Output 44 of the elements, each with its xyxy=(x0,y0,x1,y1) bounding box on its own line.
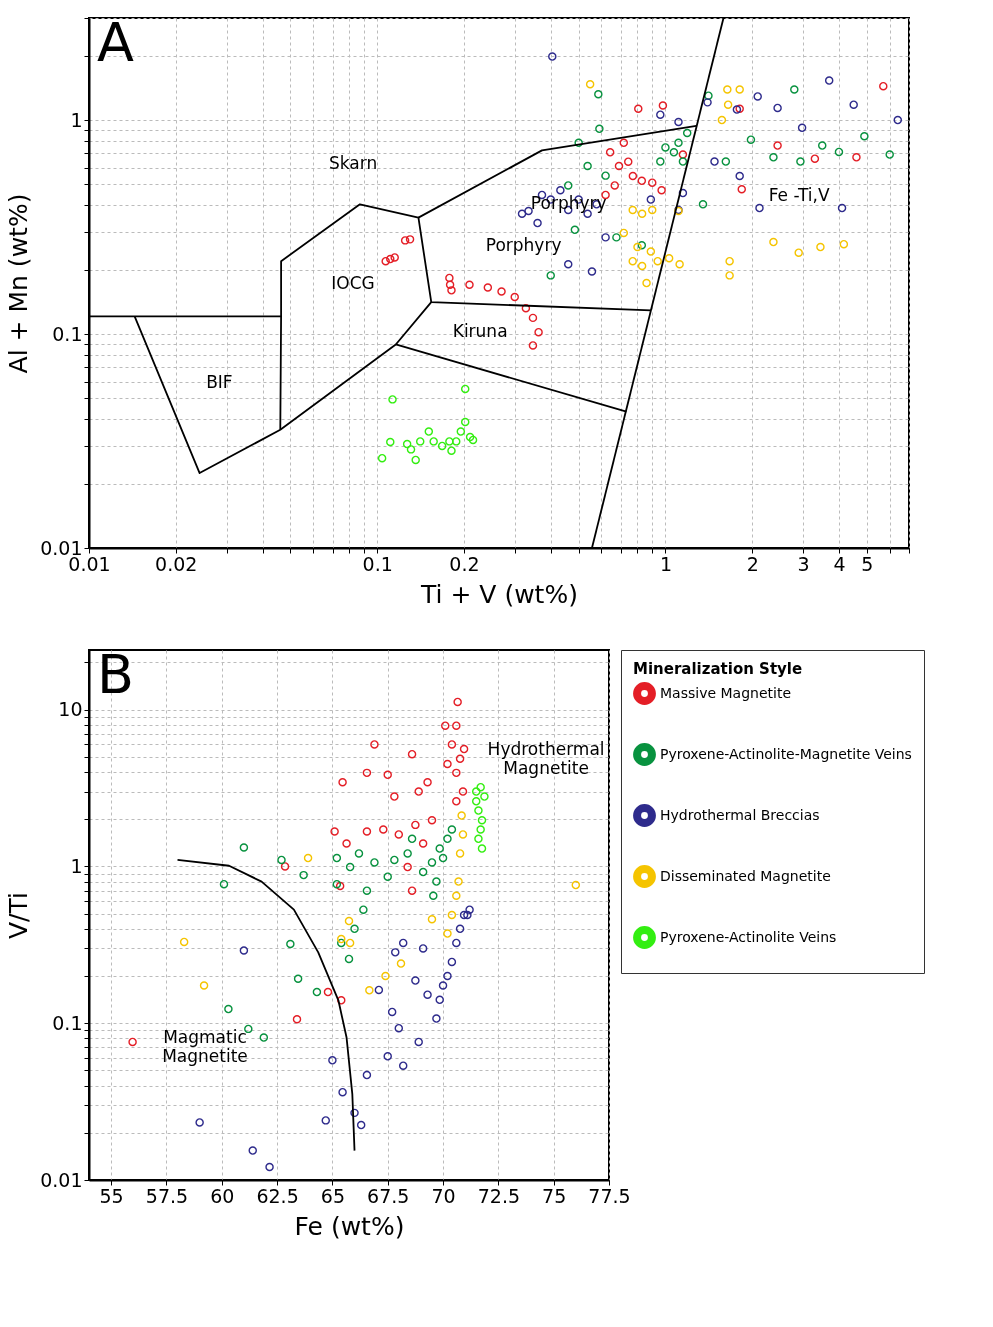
x-tick-label: 62.5 xyxy=(256,1184,299,1207)
annotation: IOCG xyxy=(331,273,375,294)
annotation: A xyxy=(97,11,134,74)
annotation: Porphyry xyxy=(485,234,562,255)
annotation: BIF xyxy=(206,372,233,393)
x-tick-label: 77.5 xyxy=(588,1184,631,1207)
x-tick-label: 55 xyxy=(99,1184,124,1207)
x-axis-title: Ti + V (wt%) xyxy=(420,579,578,609)
x-tick-label: 67.5 xyxy=(367,1184,410,1207)
x-tick-label: 75 xyxy=(542,1184,567,1207)
y-axis-title: V/Ti xyxy=(4,892,34,939)
x-tick-label: 5 xyxy=(861,552,874,575)
y-tick-label: 0.01 xyxy=(40,1168,83,1191)
y-tick-label: 10 xyxy=(58,698,83,721)
legend-label: Pyroxene-Actinolite-Magnetite Veins xyxy=(660,745,912,762)
x-tick-label: 1 xyxy=(659,552,672,575)
x-tick-label: 0.1 xyxy=(362,552,393,575)
annotation: Hydrothermal Magnetite xyxy=(487,739,605,779)
y-tick-label: 1 xyxy=(70,108,83,131)
y-tick-label: 1 xyxy=(70,854,83,877)
x-tick-label: 0.2 xyxy=(449,552,480,575)
y-axis-title: Al + Mn (wt%) xyxy=(4,193,34,374)
legend-label: Hydrothermal Breccias xyxy=(660,806,820,823)
x-tick-label: 4 xyxy=(833,552,846,575)
x-tick-label: 2 xyxy=(746,552,759,575)
x-tick-label: 65 xyxy=(320,1184,345,1207)
y-tick-label: 0.1 xyxy=(52,1011,83,1034)
annotation: Magmatic Magnetite xyxy=(162,1027,248,1067)
x-axis-title: Fe (wt%) xyxy=(294,1211,405,1241)
x-tick-label: 0.02 xyxy=(155,552,198,575)
annotation: Skarn xyxy=(328,152,378,173)
x-tick-label: 57.5 xyxy=(145,1184,189,1207)
annotation: Fe -Ti,V xyxy=(768,185,830,206)
x-tick-label: 70 xyxy=(431,1184,456,1207)
x-tick-label: 3 xyxy=(797,552,810,575)
x-tick-label: 60 xyxy=(210,1184,235,1207)
annotation: B xyxy=(97,643,135,706)
legend-title: Mineralization Style xyxy=(633,660,803,678)
legend-label: Massive Magnetite xyxy=(660,684,791,701)
x-tick-label: 72.5 xyxy=(477,1184,521,1207)
y-tick-label: 0.1 xyxy=(52,322,83,345)
annotation: Kiruna xyxy=(452,321,508,342)
legend-label: Disseminated Magnetite xyxy=(660,867,831,884)
legend-label: Pyroxene-Actinolite Veins xyxy=(660,928,837,945)
